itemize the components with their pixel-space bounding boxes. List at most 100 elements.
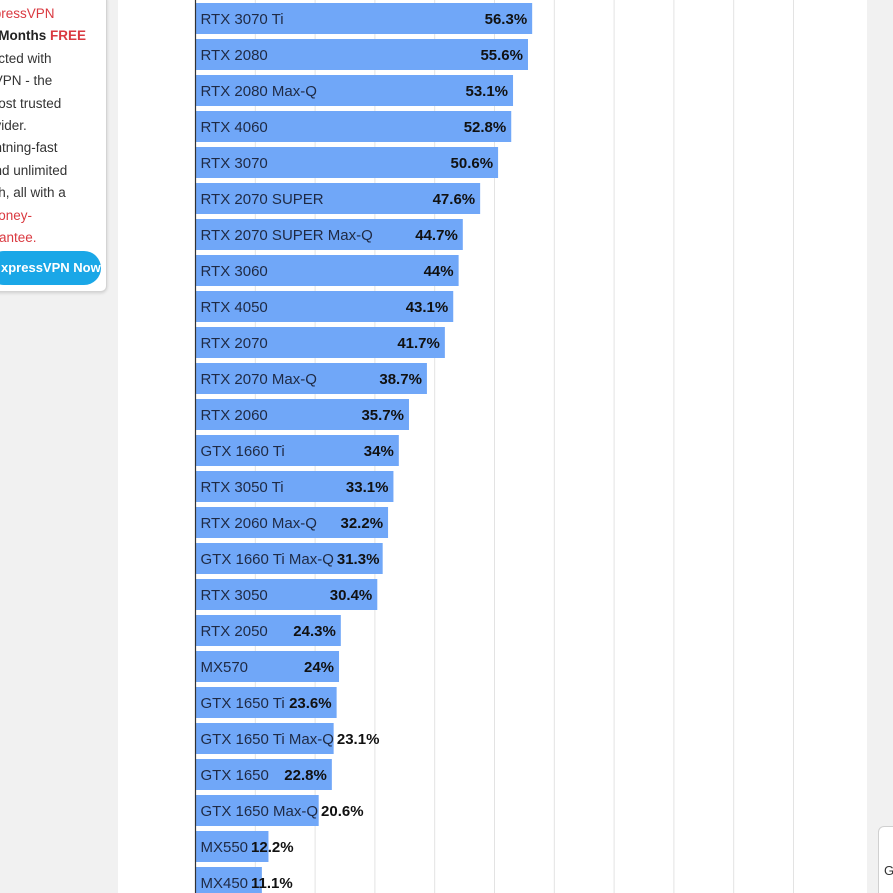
bar-value-label: 44.7% [415, 227, 458, 244]
bar [195, 723, 334, 754]
bar [195, 327, 445, 358]
bar [195, 759, 332, 790]
bar-category-label: RTX 3050 Ti [201, 479, 284, 496]
bar-category-label: RTX 3050 [201, 587, 268, 604]
bar-value-label: 24.3% [293, 623, 336, 640]
ad-line-text: and unlimited [0, 162, 68, 178]
bar [195, 687, 337, 718]
ad-line-text: arantee. [0, 229, 37, 245]
bar-category-label: RTX 2080 [201, 47, 268, 64]
ad-line-text: dth, all with a [0, 185, 66, 201]
bar [195, 579, 378, 610]
ad-line: dth, all with a [0, 182, 106, 204]
bar-value-label: 41.7% [397, 335, 440, 352]
ad-text-block: xpressVPN 3 Months FREE tected with sVPN - … [0, 3, 106, 249]
bar-value-label: 56.3% [485, 11, 528, 28]
ad-line-text: sVPN - the [0, 73, 53, 89]
ad-line-text: xpressVPN [0, 6, 55, 21]
bar-category-label: RTX 3070 Ti [201, 11, 284, 28]
bar-value-label: 44% [424, 263, 454, 280]
bar-value-label: 23.6% [289, 695, 332, 712]
ad-line: ghtning-fast [0, 137, 106, 159]
ad-line-text: money- [0, 207, 33, 223]
expressvpn-ad-card[interactable]: xpressVPN 3 Months FREE tected with sVPN - … [0, 0, 107, 292]
ad-line: 3 Months FREE [0, 25, 106, 47]
bar [195, 75, 514, 106]
bar-category-label: RTX 2080 Max-Q [201, 83, 317, 100]
bar-category-label: RTX 2060 [201, 407, 268, 424]
bar-category-label: GTX 1650 [201, 767, 269, 784]
bar [195, 651, 340, 682]
bar-value-label: 32.2% [341, 515, 384, 532]
bar-value-label: 24% [304, 659, 334, 676]
bar-category-label: MX450 [201, 875, 249, 892]
bar [195, 3, 533, 34]
bar [195, 147, 499, 178]
ad-line-text: ovider. [0, 117, 27, 133]
bar-category-label: MX550 [201, 839, 249, 856]
bar [195, 363, 427, 394]
ad-line-text: most trusted [0, 95, 62, 111]
bar-value-label: 22.8% [284, 767, 327, 784]
bar-category-label: RTX 2050 [201, 623, 268, 640]
ad-line: money- [0, 205, 106, 227]
bar-category-label: RTX 4050 [201, 299, 268, 316]
bar-value-label: 20.6% [321, 803, 364, 820]
bar-value-label: 47.6% [433, 191, 476, 208]
bar [195, 435, 399, 466]
get-expressvpn-button[interactable]: xpressVPN Now [0, 251, 101, 285]
bar-category-label: MX570 [201, 659, 249, 676]
bar-value-label: 34% [364, 443, 394, 460]
bar-value-label: 33.1% [346, 479, 389, 496]
bar [195, 471, 394, 502]
bar-value-label: 53.1% [465, 83, 508, 100]
ad-line: sVPN - the [0, 70, 106, 92]
bar-value-label: 31.3% [337, 551, 380, 568]
bar [195, 615, 341, 646]
bar-value-label: 52.8% [464, 119, 507, 136]
bar [195, 867, 262, 893]
side-widget-letter: G [884, 863, 893, 878]
bar [195, 39, 528, 70]
bar-value-label: 38.7% [379, 371, 422, 388]
bar [195, 219, 463, 250]
side-widget[interactable] [878, 826, 893, 893]
bar-category-label: GTX 1650 Ti [201, 695, 285, 712]
bar-category-label: GTX 1660 Ti [201, 443, 285, 460]
bar [195, 543, 383, 574]
bar-value-label: 43.1% [406, 299, 449, 316]
bar [195, 831, 269, 862]
ad-line: tected with [0, 48, 106, 70]
bar-category-label: RTX 2070 SUPER [201, 191, 324, 208]
ad-line: xpressVPN [0, 3, 106, 25]
bar [195, 399, 409, 430]
bar-value-label: 23.1% [337, 731, 380, 748]
ad-line: ovider. [0, 115, 106, 137]
bar [195, 255, 459, 286]
ad-line-highlight: FREE [50, 28, 87, 44]
bar-category-label: RTX 2070 SUPER Max-Q [201, 227, 373, 244]
bar [195, 183, 481, 214]
bar-category-label: RTX 4060 [201, 119, 268, 136]
ad-line: and unlimited [0, 160, 106, 182]
bar-value-label: 35.7% [361, 407, 404, 424]
bar-value-label: 11.1% [251, 875, 293, 892]
ad-line-text: ghtning-fast [0, 140, 58, 156]
bar-value-label: 55.6% [480, 47, 523, 64]
bar-category-label: GTX 1650 Ti Max-Q [201, 731, 334, 748]
bar [195, 291, 454, 322]
ad-line: arantee. [0, 227, 106, 249]
bar-category-label: RTX 2070 Max-Q [201, 371, 317, 388]
ad-line-text: tected with [0, 50, 52, 66]
ad-line: most trusted [0, 93, 106, 115]
bar-value-label: 30.4% [330, 587, 373, 604]
ad-line-text: 3 Months [0, 28, 47, 44]
bar-category-label: RTX 2070 [201, 335, 268, 352]
bar-value-label: 12.2% [251, 839, 294, 856]
bar-category-label: RTX 3070 [201, 155, 268, 172]
bar [195, 111, 512, 142]
bar-category-label: RTX 2060 Max-Q [201, 515, 317, 532]
bar-value-label: 50.6% [451, 155, 494, 172]
